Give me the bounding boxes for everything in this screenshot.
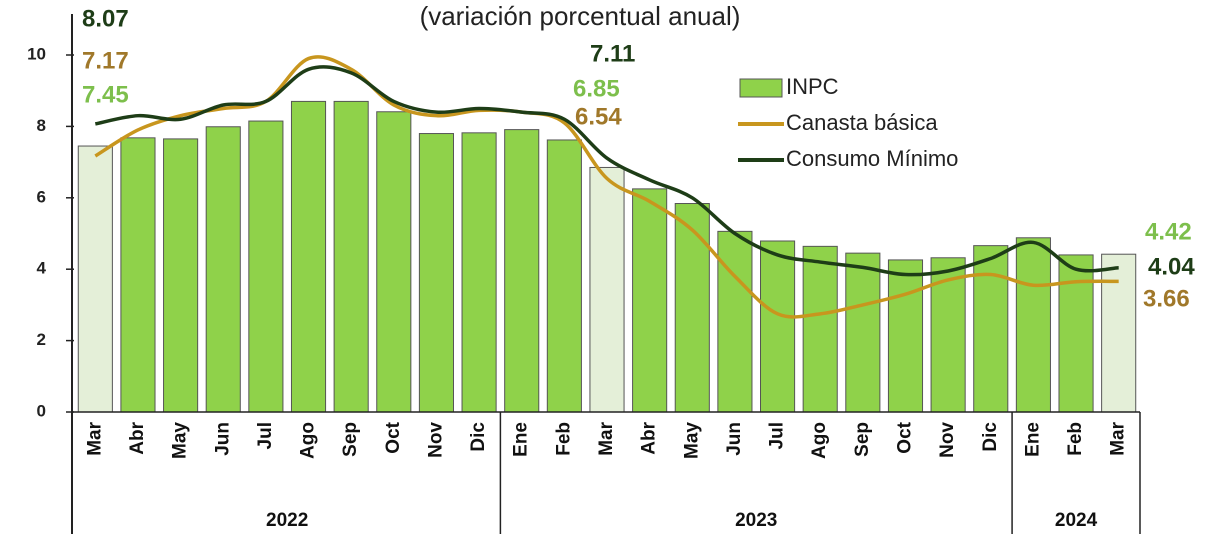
year-label: 2022 [266, 510, 308, 531]
value-label: 6.85 [573, 75, 620, 102]
x-tick-label: Oct [894, 421, 915, 453]
value-label: 8.07 [82, 5, 129, 32]
bar [760, 240, 796, 413]
bar [120, 137, 156, 413]
chart-subtitle: (variación porcentual anual) [420, 1, 741, 31]
value-label: 4.04 [1148, 253, 1195, 280]
bar [802, 245, 838, 413]
year-label: 2023 [735, 510, 777, 531]
y-tick-label: 10 [27, 44, 46, 63]
x-tick-label: Jun [212, 422, 233, 456]
bar [376, 111, 412, 413]
x-tick-label: Dic [980, 422, 1001, 452]
bar [504, 129, 540, 413]
value-label: 7.45 [82, 81, 129, 108]
y-tick-label: 4 [37, 259, 47, 278]
bar [77, 145, 113, 413]
x-tick-label: Nov [937, 422, 958, 458]
x-tick-label: Ago [809, 422, 830, 459]
line-series [94, 65, 1119, 277]
value-label: 6.54 [575, 103, 622, 130]
bar [333, 100, 369, 413]
bar [163, 138, 199, 413]
x-tick-label: Sep [340, 422, 361, 457]
bar [632, 188, 668, 413]
bar [418, 133, 454, 413]
x-tick-label: Abr [127, 421, 148, 454]
bar [205, 126, 241, 413]
y-tick-label: 0 [37, 401, 46, 420]
x-tick-label: Jul [767, 422, 788, 449]
legend-swatch [739, 78, 783, 98]
x-tick-label: Jun [724, 422, 745, 456]
x-tick-label: Jul [255, 422, 276, 449]
x-tick-label: Mar [1108, 421, 1129, 455]
value-label: 7.17 [82, 47, 129, 74]
x-tick-label: May [681, 422, 702, 459]
x-tick-label: Ene [511, 422, 532, 457]
x-tick-label: May [170, 422, 191, 459]
bar [973, 245, 1009, 413]
bar [290, 100, 327, 413]
bar [674, 203, 710, 413]
bar [546, 139, 582, 413]
x-tick-label: Abr [639, 421, 660, 454]
legend-label: Consumo Mínimo [786, 146, 958, 171]
bar [1015, 237, 1051, 413]
value-label: 3.66 [1143, 285, 1190, 312]
legend-label: INPC [786, 74, 839, 99]
bar [461, 132, 497, 413]
x-tick-label: Sep [852, 422, 873, 457]
bar [1101, 253, 1137, 413]
bar [248, 120, 284, 413]
bar [717, 230, 753, 413]
value-label: 7.11 [590, 40, 635, 67]
x-tick-label: Oct [383, 421, 404, 453]
value-label: 4.42 [1145, 218, 1192, 245]
x-tick-label: Dic [468, 422, 489, 452]
x-tick-label: Ene [1022, 422, 1043, 457]
x-tick-label: Feb [553, 422, 574, 456]
x-tick-label: Nov [425, 422, 446, 458]
x-tick-label: Feb [1065, 422, 1086, 456]
legend-label: Canasta básica [786, 110, 938, 135]
bar [1058, 254, 1094, 413]
bar [887, 259, 924, 413]
x-tick-label: Mar [596, 421, 617, 455]
bar [845, 252, 881, 413]
y-tick-label: 8 [37, 116, 46, 135]
year-label: 2024 [1055, 510, 1098, 531]
bar [589, 166, 625, 413]
x-tick-label: Ago [298, 422, 319, 459]
y-tick-label: 6 [37, 187, 46, 206]
x-tick-label: Mar [84, 421, 105, 455]
y-tick-label: 2 [37, 330, 46, 349]
